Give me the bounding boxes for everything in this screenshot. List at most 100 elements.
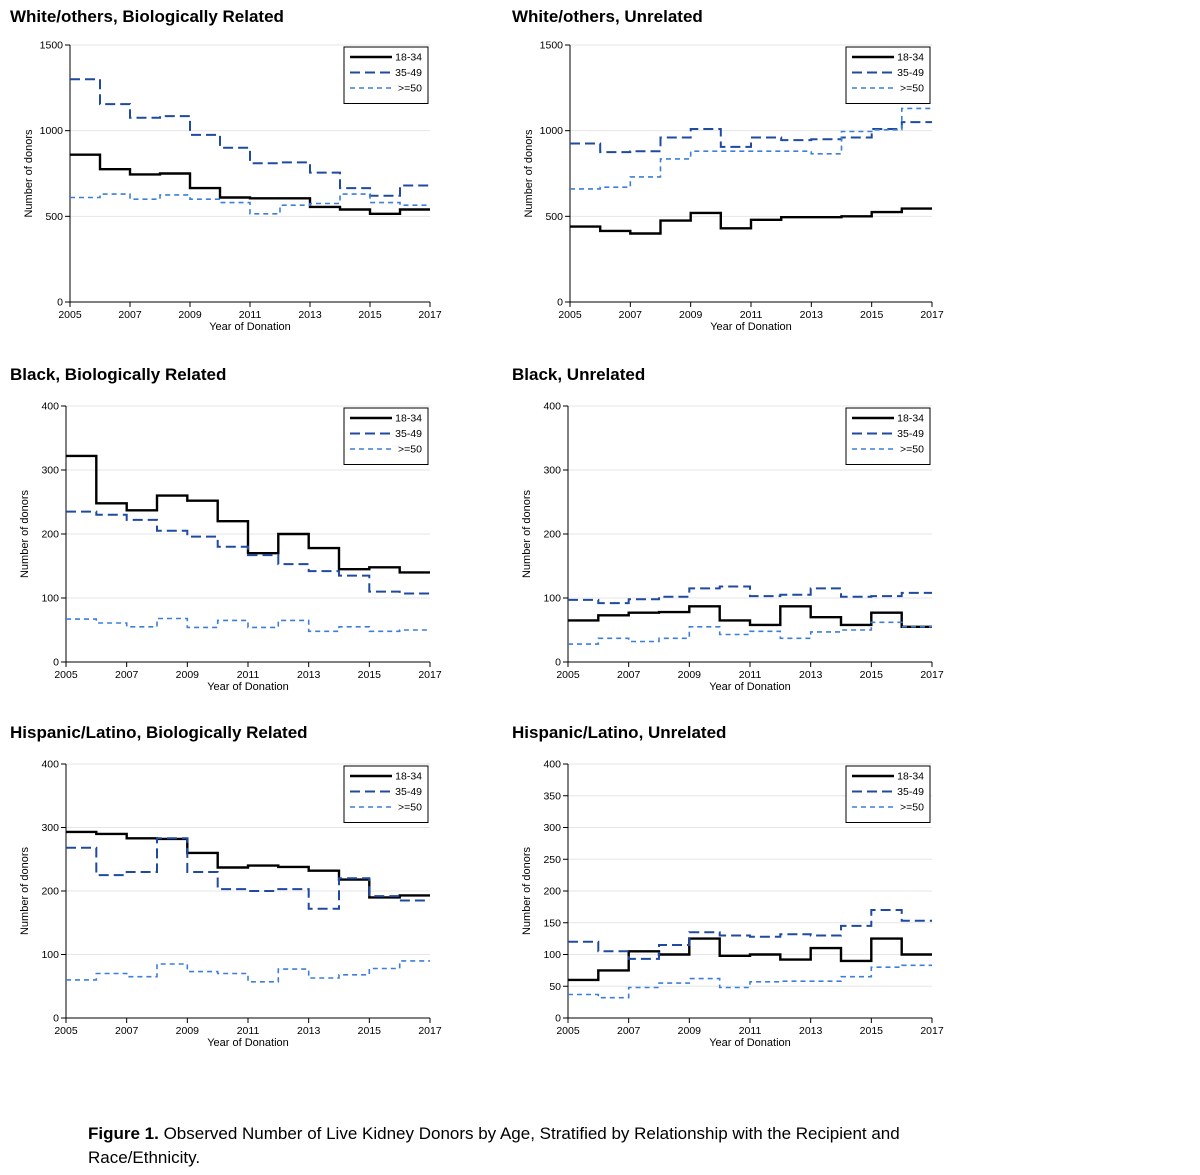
x-axis-label: Year of Donation [207,1037,289,1049]
panel-title-black-related: Black, Biologically Related [10,365,227,384]
y-tick-label: 0 [57,297,63,309]
y-tick-label: 250 [543,854,561,866]
x-axis-label: Year of Donation [207,681,289,693]
x-tick-label: 2007 [617,1025,641,1037]
y-axis-label: Number of donors [523,129,535,218]
x-axis-label: Year of Donation [710,321,792,333]
y-tick-label: 200 [543,886,561,898]
figure-caption-label: Figure 1. [88,1124,159,1143]
panel-title-hispanic-unrelated: Hispanic/Latino, Unrelated [512,723,727,742]
legend-label: 18-34 [897,413,924,425]
x-tick-label: 2013 [799,1025,823,1037]
y-tick-label: 300 [543,465,561,477]
y-tick-label: 300 [41,822,59,834]
x-tick-label: 2011 [239,309,262,321]
x-tick-label: 2017 [418,669,442,681]
y-axis-label: Number of donors [19,489,31,578]
legend-label: 35-49 [395,786,422,798]
x-tick-label: 2005 [54,1025,78,1037]
y-tick-label: 200 [543,529,561,541]
x-tick-label: 2007 [617,669,641,681]
y-tick-label: 0 [53,657,59,669]
x-tick-label: 2007 [115,1025,139,1037]
y-tick-label: 300 [543,822,561,834]
figure-caption-text: Observed Number of Live Kidney Donors by… [88,1124,900,1167]
x-tick-label: 2007 [115,669,139,681]
series-line-ge50 [570,107,932,190]
chart-hispanic-related: 0 100 200 300 400 2005 2007 2009 2011 2013 2015 201… [19,759,442,1050]
chart-black-related: 0 100 200 300 400 2005 2007 2009 2011 2013 2015 201… [19,401,442,694]
figure-caption: Figure 1. Observed Number of Live Kidney… [88,1122,908,1170]
legend-label: 35-49 [395,67,422,79]
x-tick-label: 2009 [178,309,202,321]
y-tick-label: 350 [543,790,561,802]
y-tick-label: 50 [549,981,561,993]
series-line-18-34 [568,937,932,982]
x-tick-label: 2011 [237,669,260,681]
x-tick-label: 2017 [920,1025,944,1037]
legend-label: 35-49 [395,428,422,440]
legend-label: >=50 [900,83,924,95]
x-tick-label: 2011 [739,669,762,681]
legend-label: 35-49 [897,428,924,440]
x-axis-label: Year of Donation [709,681,791,693]
series-line-35-49 [66,510,430,595]
series-line-18-34 [66,454,430,574]
x-tick-label: 2013 [297,1025,321,1037]
x-tick-label: 2013 [298,309,322,321]
series-line-ge50 [66,617,430,633]
x-tick-label: 2011 [740,309,763,321]
chart-white-related: 0 500 1000 1500 2005 2007 2009 2011 2013 2015 2017… [23,40,442,334]
y-tick-label: 500 [45,211,63,223]
y-tick-label: 0 [555,657,561,669]
legend-label: 18-34 [395,413,422,425]
x-tick-label: 2015 [358,309,382,321]
x-tick-label: 2007 [619,309,643,321]
x-tick-label: 2005 [558,309,582,321]
x-axis-label: Year of Donation [709,1037,791,1049]
y-tick-label: 400 [41,759,59,771]
x-tick-label: 2015 [358,669,382,681]
legend-label: >=50 [398,444,422,456]
x-tick-label: 2009 [176,1025,200,1037]
y-tick-label: 200 [41,886,59,898]
x-tick-label: 2009 [678,1025,702,1037]
legend-label: >=50 [900,802,924,814]
x-tick-label: 2017 [418,1025,442,1037]
y-tick-label: 300 [41,465,59,477]
x-tick-label: 2011 [237,1025,260,1037]
series-line-ge50 [568,621,932,645]
legend-label: >=50 [398,83,422,95]
series-line-35-49 [570,121,932,154]
series-line-35-49 [66,837,430,910]
legend-label: 18-34 [395,52,422,64]
series-line-35-49 [568,909,932,960]
x-tick-label: 2017 [920,309,944,321]
x-tick-label: 2017 [418,309,442,321]
x-tick-label: 2009 [176,669,200,681]
legend-label: 18-34 [897,771,924,783]
x-tick-label: 2009 [678,669,702,681]
y-axis-label: Number of donors [23,129,35,218]
y-tick-label: 100 [543,593,561,605]
series-line-18-34 [570,207,932,235]
y-tick-label: 400 [543,759,561,771]
legend-label: 35-49 [897,67,924,79]
x-axis-label: Year of Donation [209,321,291,333]
y-tick-label: 100 [41,949,59,961]
y-tick-label: 400 [543,401,561,413]
y-tick-label: 400 [41,401,59,413]
x-tick-label: 2013 [799,669,823,681]
y-tick-label: 0 [53,1013,59,1025]
panel-title-white-unrelated: White/others, Unrelated [512,7,703,26]
series-line-35-49 [70,78,430,197]
series-line-35-49 [568,585,932,605]
x-tick-label: 2015 [860,1025,884,1037]
x-tick-label: 2005 [556,669,580,681]
y-axis-label: Number of donors [19,846,31,935]
x-tick-label: 2015 [860,669,884,681]
x-tick-label: 2011 [739,1025,762,1037]
chart-white-unrelated: 0 500 1000 1500 2005 2007 2009 2011 2013 2015 2017… [523,40,944,334]
series-line-ge50 [70,193,430,215]
x-tick-label: 2015 [358,1025,382,1037]
